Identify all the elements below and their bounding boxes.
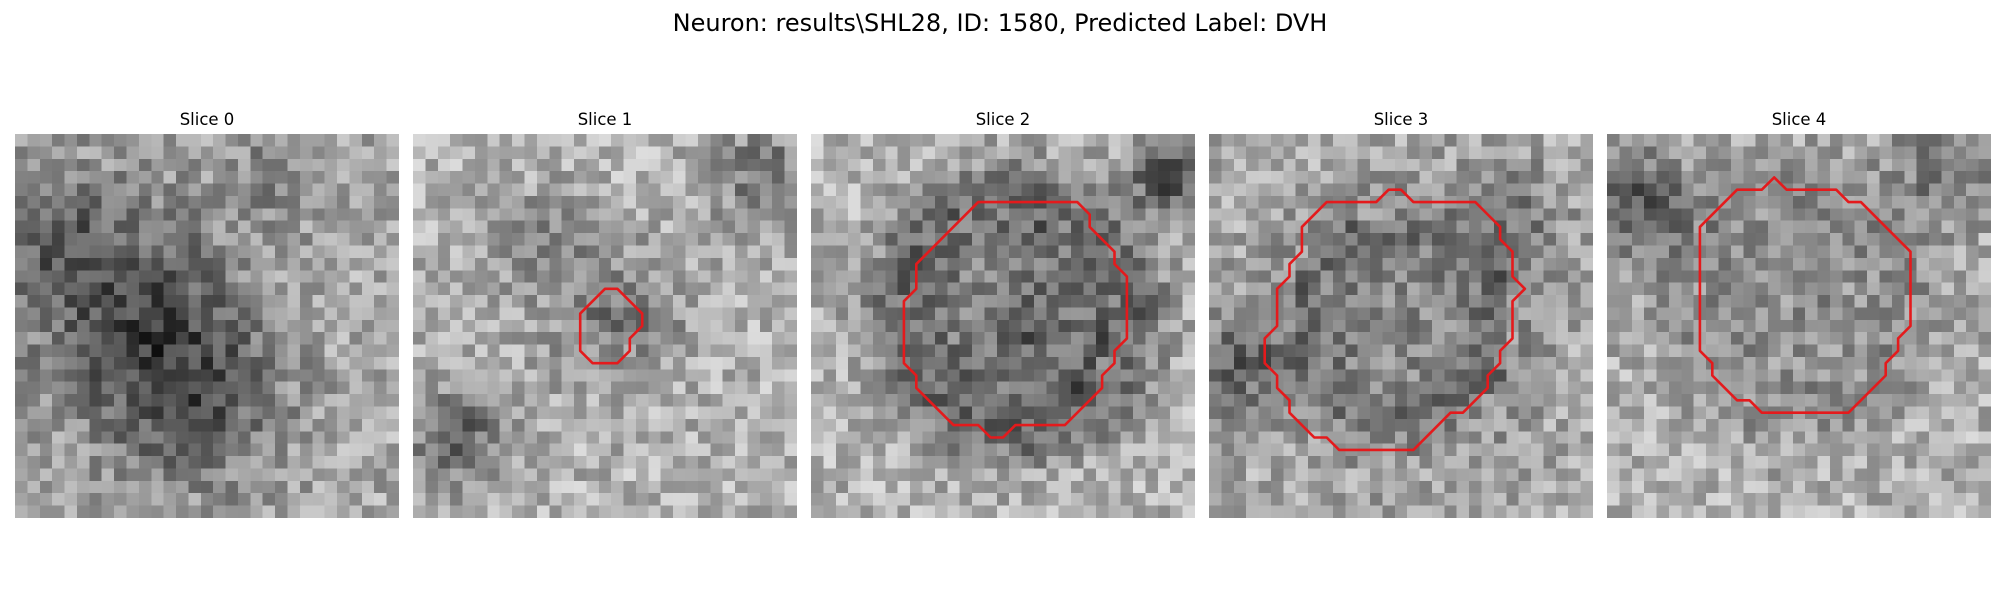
slice-1-panel bbox=[413, 134, 797, 518]
slice-0-panel bbox=[15, 134, 399, 518]
slice-3-overlay bbox=[1263, 188, 1527, 452]
slice-1-overlay bbox=[578, 287, 644, 365]
slice-4-contour bbox=[1698, 176, 1912, 415]
slice-0-image bbox=[15, 134, 399, 518]
figure-title: Neuron: results\SHL28, ID: 1580, Predict… bbox=[672, 9, 1328, 37]
slice-2-image bbox=[811, 134, 1195, 518]
slice-4-panel bbox=[1607, 134, 1991, 518]
slice-0-overlay bbox=[15, 134, 399, 518]
slice-2-contour bbox=[902, 200, 1129, 439]
slice-1-image bbox=[413, 134, 797, 518]
slice-4-overlay bbox=[1698, 176, 1912, 415]
panel-title-slice-1: Slice 1 bbox=[577, 110, 633, 129]
slice-3-panel bbox=[1209, 134, 1593, 518]
slice-3-image bbox=[1209, 134, 1593, 518]
panel-title-slice-0: Slice 0 bbox=[179, 110, 235, 129]
panel-title-slice-3: Slice 3 bbox=[1373, 110, 1429, 129]
slice-2-panel bbox=[811, 134, 1195, 518]
slice-3-contour bbox=[1263, 188, 1527, 452]
slice-1-contour bbox=[578, 287, 644, 365]
panel-title-slice-2: Slice 2 bbox=[975, 110, 1031, 129]
slice-2-overlay bbox=[902, 200, 1129, 439]
panel-title-slice-4: Slice 4 bbox=[1771, 110, 1827, 129]
slice-4-image bbox=[1607, 134, 1991, 518]
